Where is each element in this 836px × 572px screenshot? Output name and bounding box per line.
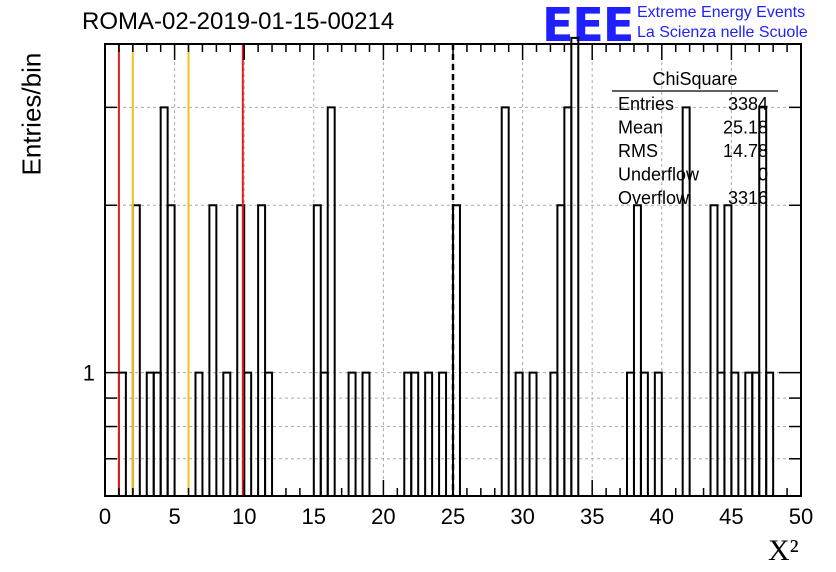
x-tick-label: 25 [441, 504, 465, 529]
x-tick-label: 15 [302, 504, 326, 529]
stats-value: 0 [758, 165, 768, 185]
histogram-bin [549, 371, 559, 496]
x-tick-label: 30 [510, 504, 534, 529]
histogram-bin [166, 204, 176, 496]
histogram-bin [424, 371, 434, 496]
x-tick-label: 35 [580, 504, 604, 529]
x-tick-label: 20 [371, 504, 395, 529]
histogram-bin [765, 371, 775, 496]
logo-line-1: Extreme Energy Events [637, 4, 806, 21]
stats-box: ChiSquare Entries 3384 Mean 25.18 RMS 14.78 Und… [612, 69, 778, 208]
histogram-bin [222, 371, 232, 496]
stats-label: Entries [618, 94, 674, 114]
y-tick-label: 1 [83, 361, 95, 386]
histogram-bin [639, 371, 649, 496]
histogram-bin [403, 371, 413, 496]
histogram-bin [152, 371, 162, 496]
histogram-bin [194, 371, 204, 496]
histogram-bin [257, 204, 267, 496]
histogram-bars [117, 36, 775, 496]
x-tick-label: 0 [99, 504, 111, 529]
histogram-bin [653, 371, 663, 496]
histogram-bin [744, 371, 754, 496]
histogram-bin [556, 204, 566, 496]
histogram-bin [716, 371, 726, 496]
x-axis-label: X² [768, 534, 799, 567]
histogram-bin [563, 106, 573, 496]
histogram-bin [514, 371, 524, 496]
histogram-bin [159, 106, 169, 496]
stats-name: ChiSquare [652, 69, 737, 89]
histogram-bin [681, 106, 691, 496]
histogram-bin [528, 371, 538, 496]
histogram-bin [730, 371, 740, 496]
x-tick-label: 10 [232, 504, 256, 529]
stats-value: 14.78 [723, 141, 768, 161]
histogram-bin [326, 106, 336, 496]
stats-label: RMS [618, 141, 658, 161]
histogram-bin [410, 371, 420, 496]
histogram-bin [723, 204, 733, 496]
histogram-bin [452, 204, 461, 496]
stats-value: 3384 [728, 94, 768, 114]
stats-label: Overflow [618, 188, 690, 208]
histogram-bin [243, 371, 253, 496]
stats-label: Mean [618, 118, 663, 138]
histogram-bin [208, 204, 218, 496]
histogram-bin [570, 36, 580, 496]
x-tick-label: 5 [168, 504, 180, 529]
histogram-bin [632, 204, 642, 496]
logo-line-2: La Scienza nelle Scuole [637, 24, 808, 41]
histogram-bin [117, 371, 127, 496]
stats-value: 3316 [728, 188, 768, 208]
x-tick-label: 45 [719, 504, 743, 529]
histogram-bin [500, 106, 510, 496]
stats-value: 25.18 [723, 118, 768, 138]
histogram-bin [319, 371, 329, 496]
histogram-bin [361, 371, 371, 496]
threshold-lines [117, 44, 455, 496]
histogram-bin [131, 204, 141, 496]
histogram-bin [264, 371, 274, 496]
chart-title: ROMA-02-2019-01-15-00214 [82, 8, 395, 35]
histogram-bin [347, 371, 357, 496]
histogram-bin [751, 371, 761, 496]
histogram-bin [236, 204, 246, 496]
x-tick-label: 40 [650, 504, 674, 529]
stats-label: Underflow [618, 165, 700, 185]
x-tick-label: 50 [789, 504, 813, 529]
histogram-bin [709, 204, 719, 496]
axes: 0 5 10 15 20 25 30 35 40 45 50 1 [83, 43, 813, 529]
histogram-bin [626, 371, 635, 496]
histogram-bin [758, 106, 768, 496]
histogram-bin [312, 204, 322, 496]
histogram-bin [438, 371, 448, 496]
histogram-bin [145, 371, 155, 496]
